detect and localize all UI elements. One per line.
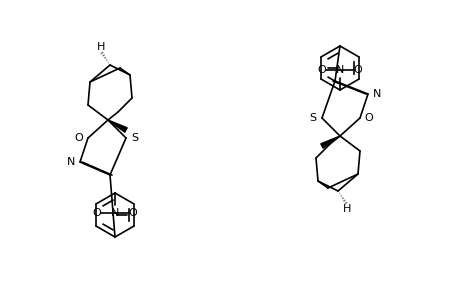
Text: N: N: [111, 208, 119, 218]
Text: N: N: [67, 157, 75, 167]
Text: S: S: [309, 113, 316, 123]
Text: O: O: [129, 208, 137, 218]
Text: O: O: [364, 113, 373, 123]
Text: N: N: [372, 89, 381, 99]
Text: O: O: [353, 65, 362, 75]
Polygon shape: [320, 136, 339, 148]
Text: O: O: [92, 208, 101, 218]
Text: O: O: [317, 65, 326, 75]
Text: O: O: [74, 133, 83, 143]
Text: H: H: [342, 204, 350, 214]
Polygon shape: [108, 120, 127, 132]
Text: S: S: [131, 133, 138, 143]
Text: H: H: [96, 42, 105, 52]
Text: N: N: [335, 65, 343, 75]
